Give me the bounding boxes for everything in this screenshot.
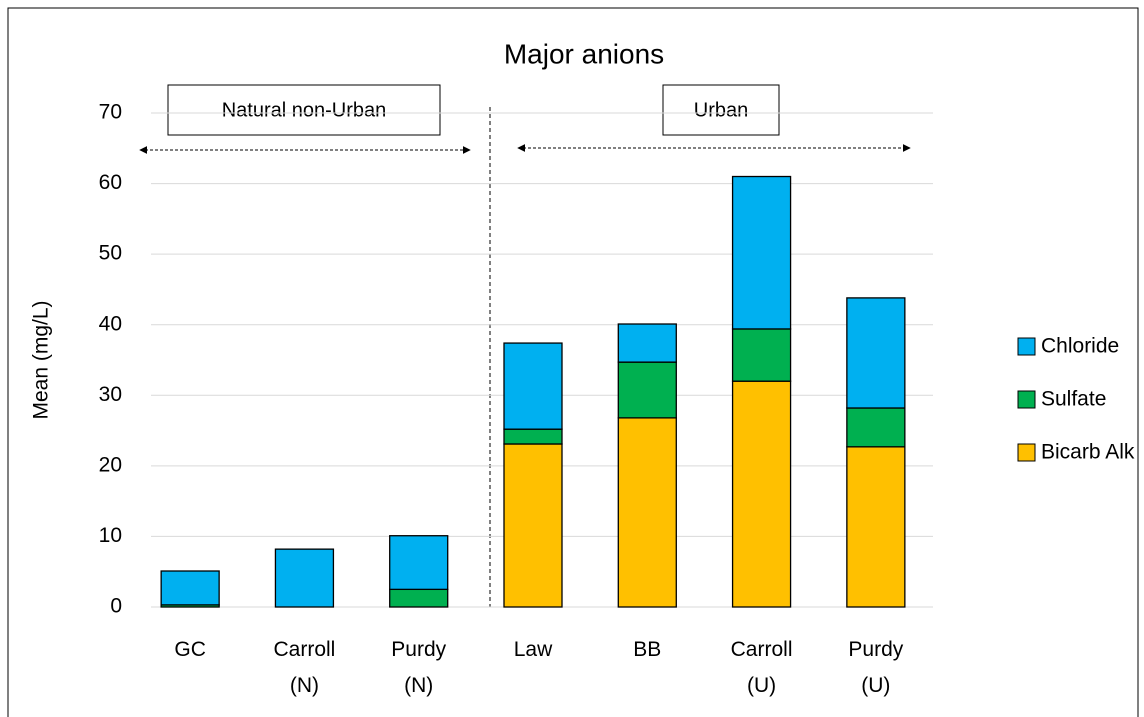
legend-label: Bicarb Alk (1041, 441, 1135, 464)
bar-segment (731, 380, 792, 608)
x-tick-label: Purdy (N) (391, 638, 446, 697)
bar-segment (274, 548, 335, 608)
y-tick-label: 60 (99, 171, 122, 194)
legend-swatch (1017, 390, 1036, 409)
y-tick-label: 40 (99, 312, 122, 335)
annotation: Natural non-Urban (222, 99, 387, 121)
y-tick-label: 30 (99, 383, 122, 406)
frame (7, 7, 1139, 717)
bar-segment (846, 297, 906, 409)
legend-label: Chloride (1041, 335, 1119, 358)
y-tick-label: 0 (110, 595, 122, 618)
y-tick-label: 50 (99, 242, 122, 265)
y-axis-label: Mean (mg/L) (30, 300, 53, 419)
bar-segment (503, 443, 563, 608)
bar-segment (617, 323, 677, 363)
annotation-box (662, 84, 780, 136)
bar-segment (503, 428, 563, 445)
x-tick-label: GC (174, 638, 206, 661)
x-tick-label: Carroll (U) (731, 638, 793, 697)
legend-swatch (1017, 337, 1036, 356)
bar-segment (389, 535, 449, 591)
x-tick-label: Law (514, 638, 553, 661)
bar-segment (389, 588, 449, 608)
bar-segment (731, 175, 792, 330)
x-tick-label: Purdy (U) (848, 638, 903, 697)
bar-segment (160, 570, 220, 606)
y-tick-label: 20 (99, 453, 122, 476)
legend-swatch (1017, 443, 1036, 462)
x-tick-label: BB (633, 638, 661, 661)
bar-segment (503, 342, 563, 430)
x-tick-label: Carroll (N) (274, 638, 336, 697)
annotation: Urban (694, 99, 748, 121)
bar-segment (731, 328, 792, 382)
bar-segment (846, 446, 906, 608)
chart-title: Major anions (504, 38, 664, 69)
y-tick-label: 70 (99, 101, 122, 124)
bar-segment (617, 361, 677, 419)
annotation-box (167, 84, 441, 136)
legend-label: Sulfate (1041, 388, 1106, 411)
bar-segment (846, 407, 906, 448)
y-tick-label: 10 (99, 524, 122, 547)
bar-segment (617, 417, 677, 608)
